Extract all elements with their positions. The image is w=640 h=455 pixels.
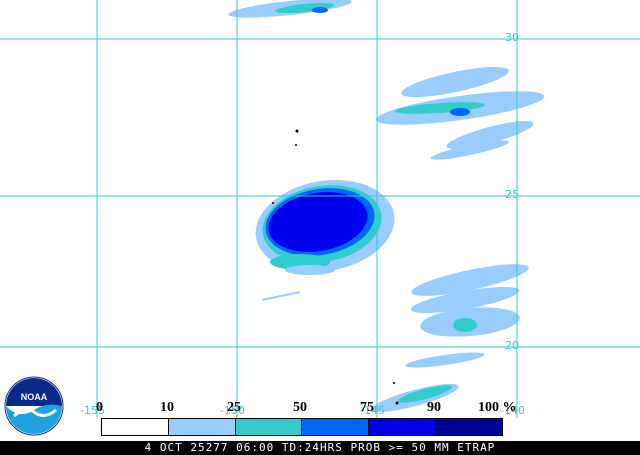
lon-label-150: -150 bbox=[220, 404, 245, 417]
legend-value-10: 10 bbox=[160, 400, 174, 415]
map-caption: 4 OCT 25277 06:00 TD:24HRS PROB >= 50 MM… bbox=[0, 441, 640, 455]
legend-value-25: 25 bbox=[227, 400, 241, 415]
legend-swatch-4 bbox=[369, 419, 437, 435]
lon-label-140: -140 bbox=[500, 404, 525, 417]
legend-swatch-2 bbox=[235, 419, 303, 435]
graticule bbox=[0, 0, 640, 418]
legend-swatch-0 bbox=[102, 419, 169, 435]
probability-field bbox=[228, 0, 545, 412]
legend-value-75: 75 bbox=[360, 400, 374, 415]
legend-value-50: 50 bbox=[293, 400, 307, 415]
noaa-logo-text: NOAA bbox=[21, 392, 48, 402]
legend-swatch-5 bbox=[436, 419, 502, 435]
lat-label-30: 30 bbox=[505, 31, 519, 44]
lat-label-25: 25 bbox=[505, 188, 519, 201]
lon-label-155: -155 bbox=[80, 404, 105, 417]
legend-swatch-3 bbox=[302, 419, 370, 435]
legend-color-bar bbox=[101, 418, 503, 436]
legend-value-0: 0 bbox=[96, 400, 103, 415]
lat-label-20: 20 bbox=[505, 339, 519, 352]
legend-value-100: 100 % bbox=[478, 400, 517, 415]
noaa-logo: NOAA bbox=[4, 376, 64, 436]
lon-label-145: -145 bbox=[360, 404, 385, 417]
legend-swatch-1 bbox=[168, 419, 236, 435]
islands bbox=[272, 129, 399, 405]
legend-value-90: 90 bbox=[427, 400, 441, 415]
